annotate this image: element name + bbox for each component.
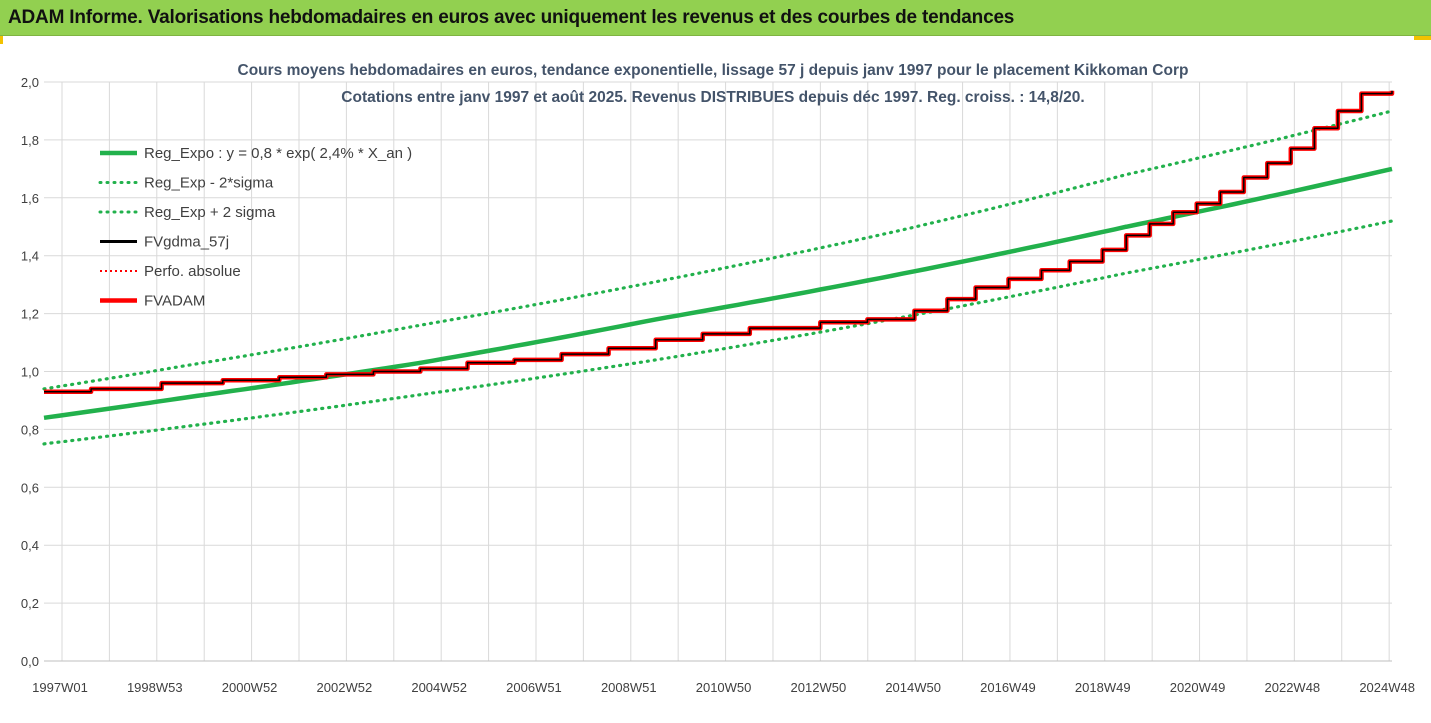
chart-svg: 0,0 0,2 0,4 0,6 0,8 1,0 1,2 1,4 1,6 1,8 2,0 1997W0… — [21, 62, 1415, 695]
series-line-1 — [42, 219, 1394, 446]
series-line-0 — [43, 166, 1393, 421]
x-tick-label: 2022W48 — [1265, 680, 1321, 695]
x-tick-label: 2004W52 — [411, 680, 467, 695]
y-tick-label: 0,6 — [21, 480, 39, 495]
x-tick-label: 2000W52 — [222, 680, 278, 695]
x-tick-label: 1998W53 — [127, 680, 183, 695]
x-tick-label: 2012W50 — [791, 680, 847, 695]
series-line-5 — [44, 90, 1395, 395]
grid-lines — [44, 81, 1392, 662]
chart-title: Cours moyens hebdomadaires en euros, ten… — [238, 62, 1189, 79]
corner-mark-right — [1414, 36, 1431, 40]
y-tick-label: 1,2 — [21, 307, 39, 322]
x-tick-label: 2024W48 — [1359, 680, 1415, 695]
x-tick-label: 1997W01 — [32, 680, 88, 695]
corner-mark-left — [0, 36, 3, 44]
y-tick-label: 2,0 — [21, 75, 39, 90]
report-header: ADAM Informe. Valorisations hebdomadaire… — [0, 0, 1431, 36]
x-tick-label: 2018W49 — [1075, 680, 1131, 695]
legend-label-0: Reg_Expo : y = 0,8 * exp( 2,4% * X_an ) — [144, 145, 412, 162]
report-title: ADAM Informe. Valorisations hebdomadaire… — [8, 7, 1015, 28]
y-tick-label: 1,0 — [21, 365, 39, 380]
legend-label-5: FVADAM — [144, 293, 205, 310]
x-tick-label: 2014W50 — [885, 680, 941, 695]
y-tick-label: 1,6 — [21, 191, 39, 206]
x-tick-label: 2020W49 — [1170, 680, 1226, 695]
y-tick-label: 0,2 — [21, 596, 39, 611]
y-tick-label: 0,0 — [21, 654, 39, 669]
x-tick-label: 2016W49 — [980, 680, 1036, 695]
x-tick-labels: 1997W01 1998W53 2000W52 2002W52 2004W52 2006W… — [32, 680, 1415, 695]
y-tick-labels: 0,0 0,2 0,4 0,6 0,8 1,0 1,2 1,4 1,6 1,8 2,0 — [21, 75, 39, 669]
y-tick-label: 0,8 — [21, 422, 39, 437]
y-tick-label: 0,4 — [21, 538, 39, 553]
x-tick-label: 2002W52 — [317, 680, 373, 695]
legend: Reg_Expo : y = 0,8 * exp( 2,4% * X_an ) R… — [98, 145, 412, 310]
chart-area: 0,0 0,2 0,4 0,6 0,8 1,0 1,2 1,4 1,6 1,8 2,0 1997W0… — [0, 36, 1431, 718]
x-tick-label: 2008W51 — [601, 680, 657, 695]
legend-label-2: Reg_Exp + 2 sigma — [144, 204, 276, 221]
x-tick-label: 2006W51 — [506, 680, 562, 695]
y-tick-label: 1,4 — [21, 249, 39, 264]
legend-label-3: FVgdma_57j — [144, 234, 229, 251]
y-tick-label: 1,8 — [21, 133, 39, 148]
x-tick-label: 2010W50 — [696, 680, 752, 695]
series-group — [42, 90, 1395, 446]
legend-label-1: Reg_Exp - 2*sigma — [144, 175, 274, 192]
chart-subtitle: Cotations entre janv 1997 et août 2025. … — [341, 89, 1084, 106]
series-line-3 — [44, 90, 1393, 393]
legend-label-4: Perfo. absolue — [144, 263, 241, 280]
